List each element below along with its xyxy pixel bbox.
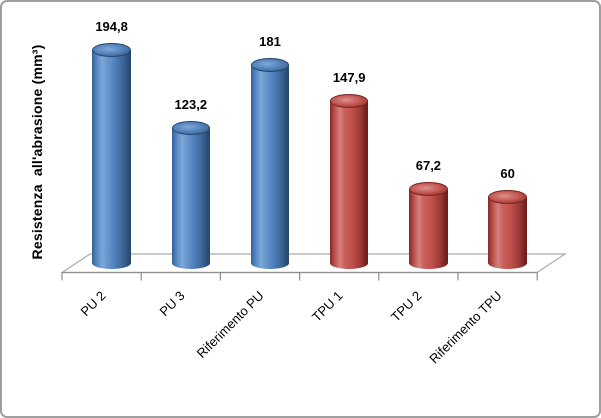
bar-value-label: 123,2 [174,97,208,113]
cylinder-top-cap [171,121,211,136]
cylinder-bar-3 [250,57,290,269]
cylinder-bar-2 [171,121,211,269]
cylinder-bar-4 [329,94,369,269]
cylinder-top-cap [329,94,369,109]
cylinder-bar-1 [92,42,131,269]
cylinder-body [250,64,290,269]
cylinder-body [488,197,527,269]
bar-value-label: 181 [259,33,281,49]
cylinder-top-cap [488,190,527,205]
bar-value-label: 194,8 [95,18,128,34]
bar-value-label: 60 [500,166,515,182]
cylinder-bar-6 [488,190,527,269]
cylinder-top-cap [409,182,448,197]
bar-value-label: 147,9 [332,70,366,86]
cylinder-body [171,128,211,269]
category-axis-ticks [61,272,538,281]
cylinder-body [409,189,448,269]
cylinder-top-cap [250,57,290,72]
cylinder-top-cap [92,42,131,57]
bar-value-label: 67,2 [415,158,442,174]
cylinder-body [329,101,369,269]
cylinder-bar-5 [409,182,448,269]
cylinder-body [92,49,131,269]
